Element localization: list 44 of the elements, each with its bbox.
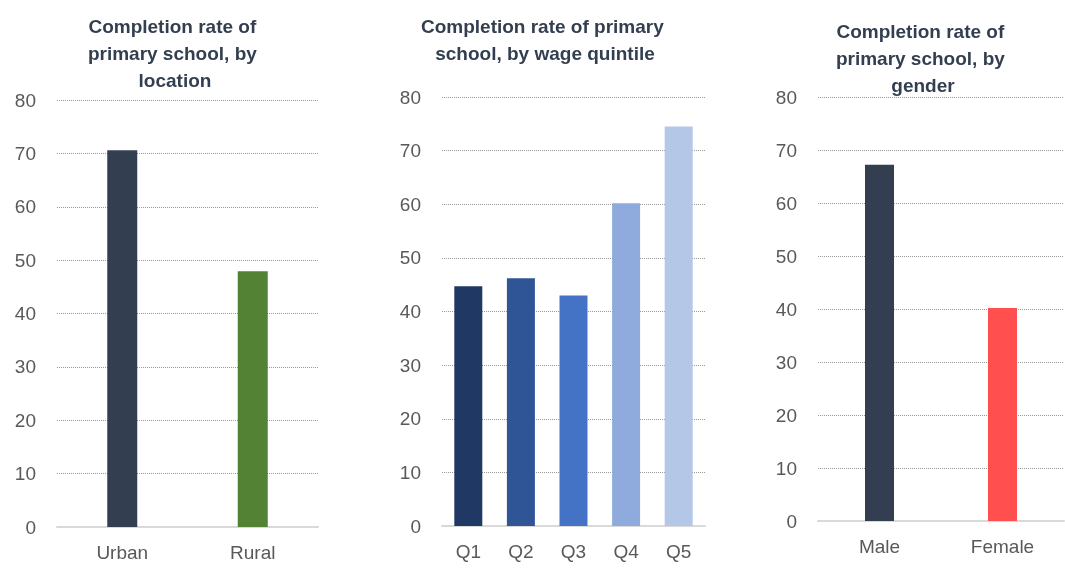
y-tick-label: 40 [775, 298, 797, 320]
y-tick-label: 0 [25, 516, 36, 538]
y-tick-label: 60 [775, 192, 797, 214]
y-tick-label: 0 [786, 510, 797, 532]
y-tick-label: 50 [775, 245, 797, 267]
y-tick-label: 80 [775, 86, 797, 108]
chart-title: Completion rate of primary school, by location [87, 16, 263, 91]
y-tick-label: 30 [775, 351, 797, 373]
y-tick-label: 60 [399, 193, 421, 215]
y-tick-label: 40 [14, 303, 36, 324]
y-tick-label: 30 [14, 356, 36, 378]
y-tick-label: 30 [399, 354, 421, 376]
y-tick-label: 0 [410, 515, 421, 537]
y-tick-label: 10 [775, 457, 797, 479]
chart-title: Completion rate of primary school, by gender [835, 21, 1011, 96]
chart-title: Completion rate of primary school, by wage quintile [420, 16, 670, 64]
bar [612, 203, 641, 526]
x-tick-label: Male [858, 536, 901, 557]
x-tick-label: Rural [230, 542, 276, 563]
bar [454, 286, 483, 526]
x-tick-label: Q2 [508, 541, 534, 562]
y-tick-label: 40 [399, 301, 421, 322]
y-tick-label: 70 [775, 139, 797, 161]
y-tick-label: 20 [775, 404, 797, 426]
y-tick-label: 10 [14, 463, 36, 485]
y-tick-label: 50 [399, 247, 421, 269]
bar [506, 278, 535, 526]
y-tick-label: 10 [399, 461, 421, 483]
x-tick-label: Urban [96, 542, 149, 563]
y-tick-label: 80 [14, 89, 36, 111]
y-tick-label: 20 [399, 408, 421, 430]
y-tick-label: 70 [14, 142, 36, 164]
bar [559, 295, 588, 526]
x-tick-label: Q4 [613, 541, 640, 562]
y-tick-label: 50 [14, 249, 36, 271]
x-tick-label: Q3 [560, 541, 587, 562]
y-tick-label: 20 [14, 409, 36, 431]
y-tick-label: 60 [14, 196, 36, 218]
y-tick-label: 70 [399, 140, 421, 162]
x-tick-label: Q1 [455, 541, 481, 562]
x-tick-label: Q5 [666, 541, 692, 562]
bar [664, 126, 693, 526]
x-tick-label: Female [970, 536, 1035, 557]
y-tick-label: 80 [399, 86, 421, 108]
